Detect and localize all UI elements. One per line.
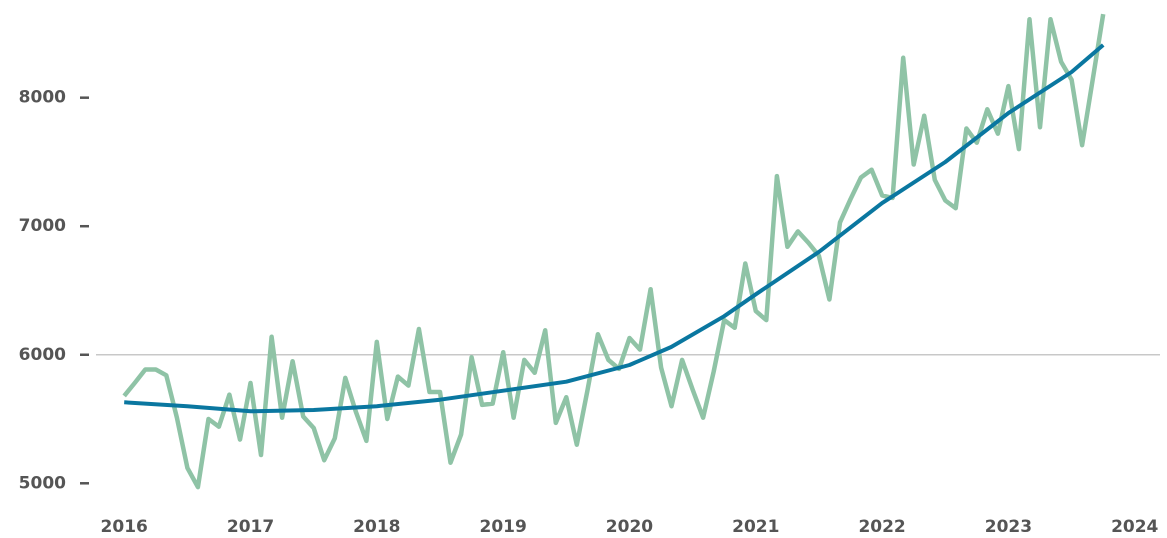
- y-tick-label: 5000: [19, 473, 66, 493]
- x-tick-label: 2016: [101, 517, 148, 537]
- y-tick-label: 7000: [19, 216, 66, 236]
- x-tick-label: 2024: [1111, 517, 1158, 537]
- x-tick-label: 2019: [479, 517, 526, 537]
- x-tick-label: 2022: [858, 517, 905, 537]
- x-tick-label: 2023: [985, 517, 1032, 537]
- series-line: [124, 43, 1105, 414]
- x-tick-label: 2017: [227, 517, 274, 537]
- series-line: [122, 13, 1106, 490]
- y-tick-label: 8000: [19, 88, 66, 108]
- x-tick-label: 2021: [732, 517, 779, 537]
- y-tick-label: 6000: [19, 345, 66, 365]
- x-tick-label: 2018: [353, 517, 400, 537]
- x-tick-label: 2020: [606, 517, 653, 537]
